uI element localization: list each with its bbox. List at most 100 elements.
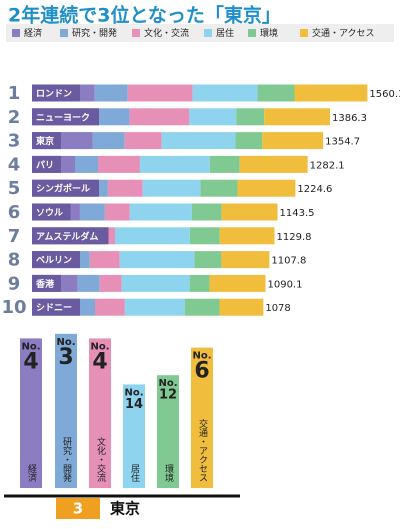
rank-column [123, 384, 145, 488]
legend-label: 環境 [260, 27, 278, 39]
bar-segment [219, 298, 264, 316]
legend-label: 居住 [216, 27, 234, 39]
rank-value: 4 [23, 349, 38, 374]
bar-segment [121, 274, 190, 292]
rank-category: 環境 [163, 464, 174, 483]
legend-swatch [132, 29, 140, 37]
bar-segment [237, 179, 296, 197]
city-label: ソウル [36, 208, 63, 219]
legend-label: 経済 [24, 27, 42, 39]
rank-number: 9 [8, 273, 21, 294]
bar-segment [219, 227, 275, 245]
bar-segment [294, 84, 368, 102]
bar-segment [94, 298, 125, 316]
bar-segment [264, 108, 330, 126]
rank-number: 3 [8, 131, 21, 152]
city-label-box [32, 298, 80, 316]
total-label: 1354.7 [325, 137, 360, 148]
rank-category: 経済 [26, 463, 37, 483]
bar-segment [94, 108, 130, 126]
rank-number: 1 [8, 83, 21, 104]
city-label-box [32, 132, 61, 150]
bar-segment [75, 155, 99, 173]
rank-prefix: No. [56, 337, 75, 348]
legend-swatch [300, 29, 308, 37]
bar-segment [99, 274, 122, 292]
total-label: 1224.6 [297, 184, 332, 195]
rank-prefix: No. [21, 341, 40, 352]
bar-segment [104, 203, 130, 221]
city-label: ベルリン [36, 255, 72, 266]
city-label-box [32, 108, 99, 126]
bar-segment [77, 274, 100, 292]
city-label: シンガポール [36, 183, 90, 195]
bar-segment [79, 298, 95, 316]
bar-segment [221, 251, 270, 269]
total-label: 1078 [265, 303, 290, 314]
overall-rank-box [56, 498, 100, 519]
rank-category: 研究・開発 [61, 437, 72, 483]
chart-title: 2年連続で3位となった「東京」 [8, 4, 281, 27]
bar-segment [119, 251, 195, 269]
rank-number: 7 [8, 226, 21, 247]
legend-swatch [60, 29, 68, 37]
bar-segment [209, 155, 240, 173]
rank-category: 居住 [129, 464, 140, 482]
rank-column [191, 347, 213, 488]
bar-segment [191, 203, 222, 221]
rank-value: 14 [125, 397, 143, 412]
total-label: 1107.8 [271, 256, 306, 267]
rank-value: 3 [58, 345, 73, 370]
legend-swatch [12, 29, 20, 37]
bar-segment [129, 108, 190, 126]
rank-number: 10 [1, 297, 26, 318]
bar-segment [209, 274, 266, 292]
bar-segment [189, 274, 210, 292]
city-label: 東京 [36, 135, 54, 147]
city-label: ニューヨーク [36, 112, 90, 123]
bar-segment [221, 203, 278, 221]
bar-segment [114, 227, 190, 245]
total-label: 1090.1 [267, 279, 302, 290]
bar-segment [129, 203, 192, 221]
city-label: シドニー [36, 303, 72, 314]
legend-swatch [204, 29, 212, 37]
rank-column [89, 338, 111, 488]
total-label: 1282.1 [310, 160, 345, 171]
bar-segment [107, 179, 143, 197]
bar-segment [92, 132, 125, 150]
rank-column [157, 375, 179, 488]
rank-prefix: No. [124, 387, 143, 398]
rank-number: 6 [8, 202, 21, 223]
rank-number: 2 [8, 107, 21, 128]
bar-segment [239, 155, 308, 173]
rank-value: 4 [92, 349, 107, 374]
bar-segment [124, 298, 185, 316]
bar-segment [235, 132, 263, 150]
city-label-box [32, 203, 71, 221]
bar-segment [189, 108, 237, 126]
legend-label: 文化・交流 [144, 27, 189, 39]
city-label-box [32, 179, 99, 197]
city-label-box [32, 274, 61, 292]
bar-segment [161, 132, 236, 150]
rank-category: 文化・交流 [95, 436, 106, 483]
bar-segment [124, 132, 162, 150]
city-label: アムステルダム [36, 230, 98, 242]
bar-segment [184, 298, 220, 316]
legend-background [6, 24, 394, 42]
city-label-box [32, 227, 109, 245]
rank-number: 5 [8, 178, 21, 199]
rank-category: 交通・アクセス [197, 418, 208, 482]
city-label-box [32, 155, 61, 173]
bar-segment [89, 251, 120, 269]
total-label: 1143.5 [280, 208, 315, 219]
bar-segment [236, 108, 265, 126]
bar-segment [77, 251, 90, 269]
rank-column [55, 333, 77, 488]
rank-value: 12 [159, 388, 177, 403]
bar-segment [94, 84, 128, 102]
rank-prefix: No. [90, 341, 109, 352]
bar-segment [257, 84, 295, 102]
legend-label: 交通・アクセス [312, 27, 375, 39]
